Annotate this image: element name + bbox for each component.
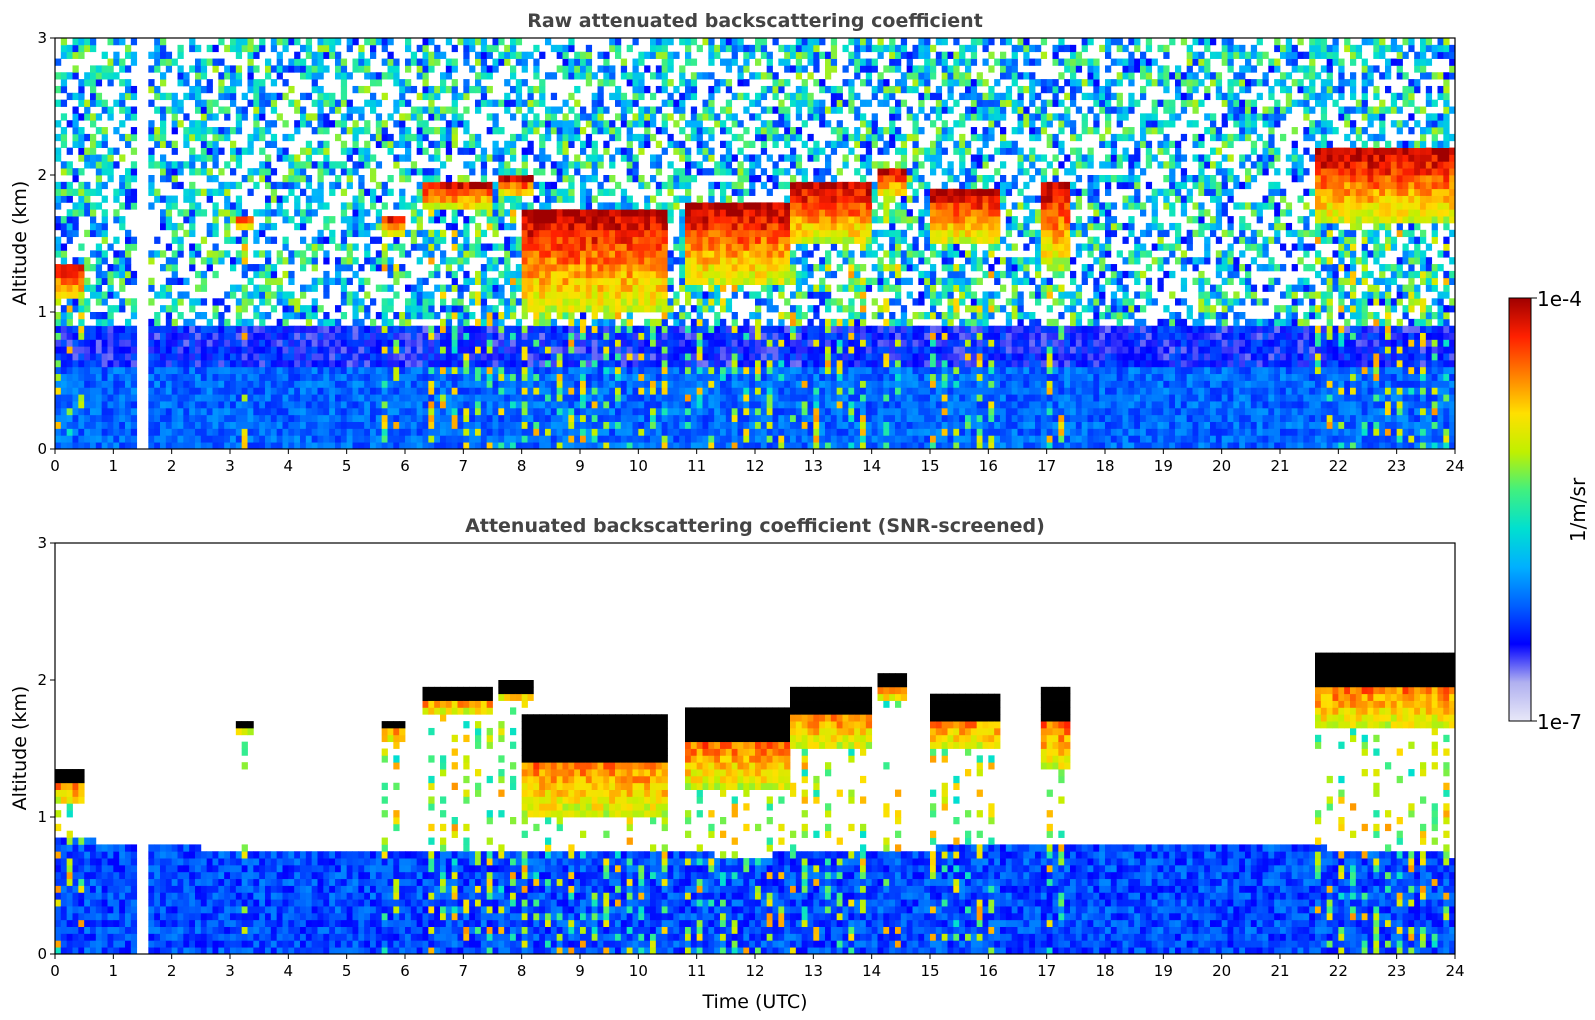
colorbar-gradient <box>1508 297 1532 722</box>
x-tick-label: 21 <box>1270 457 1289 475</box>
panel-raw-ylabel: Altitude (km) <box>9 181 31 306</box>
x-tick-label: 17 <box>1037 962 1056 980</box>
x-axis-label: Time (UTC) <box>701 991 807 1013</box>
x-tick-label: 18 <box>1095 457 1114 475</box>
x-tick-label: 24 <box>1445 962 1464 980</box>
x-tick-label: 8 <box>517 457 527 475</box>
x-tick-label: 13 <box>804 962 823 980</box>
panel-screened-x-ticks: 0 1 2 3 4 5 6 7 8 9 10 11 12 13 14 15 16 17 18 19 20 21 22 23 24 <box>50 954 1465 980</box>
x-tick-label: 13 <box>804 457 823 475</box>
x-tick-label: 19 <box>1154 457 1173 475</box>
x-tick-label: 16 <box>979 962 998 980</box>
x-tick-label: 19 <box>1154 962 1173 980</box>
x-tick-label: 8 <box>517 962 527 980</box>
panel-screened-ylabel: Altitude (km) <box>9 686 31 811</box>
panel-raw-x-ticks: 0 1 2 3 4 5 6 7 8 9 10 11 12 13 14 15 16 17 18 19 20 21 22 23 24 <box>50 449 1465 475</box>
y-tick-label: 3 <box>37 534 47 552</box>
x-tick-label: 23 <box>1387 457 1406 475</box>
x-tick-label: 7 <box>459 457 469 475</box>
panel-raw-title: Raw attenuated backscattering coefficien… <box>527 10 983 32</box>
x-tick-label: 3 <box>225 962 235 980</box>
x-tick-label: 4 <box>284 457 294 475</box>
x-tick-label: 23 <box>1387 962 1406 980</box>
x-tick-label: 24 <box>1445 457 1464 475</box>
colorbar-min-label: 1e-7 <box>1537 710 1582 734</box>
colorbar: 1e-4 1e-7 1/m/sr <box>1508 287 1590 734</box>
x-tick-label: 21 <box>1270 962 1289 980</box>
y-tick-label: 2 <box>37 166 47 184</box>
x-tick-label: 0 <box>50 962 60 980</box>
x-tick-label: 20 <box>1212 457 1231 475</box>
x-tick-label: 9 <box>575 457 585 475</box>
x-tick-label: 11 <box>687 457 706 475</box>
panel-raw: Raw attenuated backscattering coefficien… <box>9 10 1465 475</box>
x-tick-label: 12 <box>745 457 764 475</box>
heatmap-cells <box>55 38 1456 450</box>
x-tick-label: 6 <box>400 962 410 980</box>
colorbar-max-label: 1e-4 <box>1537 287 1582 311</box>
colorbar-units-label: 1/m/sr <box>1566 477 1590 542</box>
y-tick-label: 1 <box>37 303 47 321</box>
x-tick-label: 17 <box>1037 457 1056 475</box>
x-tick-label: 5 <box>342 962 352 980</box>
y-tick-label: 2 <box>37 671 47 689</box>
y-tick-label: 3 <box>37 29 47 47</box>
x-tick-label: 9 <box>575 962 585 980</box>
x-tick-label: 1 <box>109 457 119 475</box>
x-tick-label: 2 <box>167 457 177 475</box>
x-tick-label: 16 <box>979 457 998 475</box>
panel-screened-plot-area <box>55 652 1456 955</box>
x-tick-label: 7 <box>459 962 469 980</box>
panel-screened-y-ticks: 0 1 2 3 <box>37 534 55 963</box>
x-tick-label: 6 <box>400 457 410 475</box>
x-tick-label: 12 <box>745 962 764 980</box>
x-tick-label: 2 <box>167 962 177 980</box>
panel-screened: Attenuated backscattering coefficient (S… <box>9 515 1465 1013</box>
x-tick-label: 14 <box>862 457 881 475</box>
x-tick-label: 10 <box>629 962 648 980</box>
x-tick-label: 20 <box>1212 962 1231 980</box>
x-tick-label: 10 <box>629 457 648 475</box>
x-tick-label: 4 <box>284 962 294 980</box>
x-tick-label: 15 <box>920 457 939 475</box>
x-tick-label: 15 <box>920 962 939 980</box>
panel-raw-y-ticks: 0 1 2 3 <box>37 29 55 458</box>
x-tick-label: 22 <box>1329 457 1348 475</box>
x-tick-label: 18 <box>1095 962 1114 980</box>
x-tick-label: 1 <box>109 962 119 980</box>
y-tick-label: 0 <box>37 440 47 458</box>
y-tick-label: 0 <box>37 945 47 963</box>
panel-raw-plot-area <box>55 38 1456 450</box>
x-tick-label: 14 <box>862 962 881 980</box>
x-tick-label: 11 <box>687 962 706 980</box>
heatmap-cells <box>55 652 1456 955</box>
y-tick-label: 1 <box>37 808 47 826</box>
x-tick-label: 22 <box>1329 962 1348 980</box>
x-tick-label: 0 <box>50 457 60 475</box>
panel-screened-title: Attenuated backscattering coefficient (S… <box>465 515 1045 537</box>
x-tick-label: 5 <box>342 457 352 475</box>
x-tick-label: 3 <box>225 457 235 475</box>
